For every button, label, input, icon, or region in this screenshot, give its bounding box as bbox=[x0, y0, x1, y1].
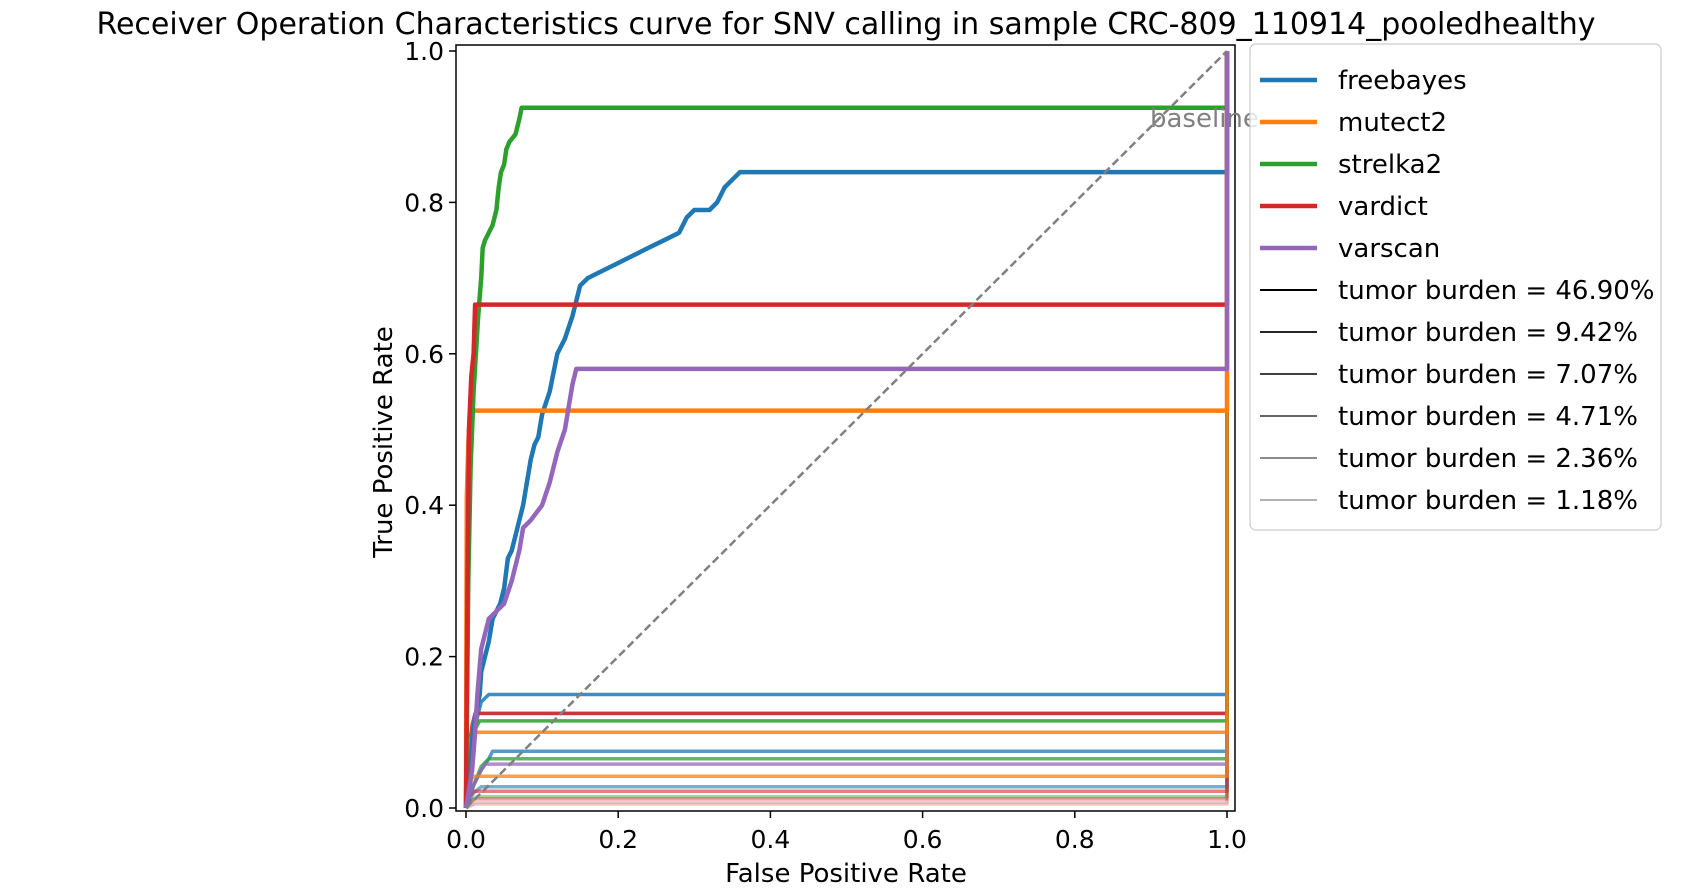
plot-area bbox=[463, 50, 1230, 810]
legend: freebayes mutect2 strelka2 vardict varscan tu… bbox=[1249, 43, 1662, 531]
roc-line-strelka2-b0 bbox=[463, 51, 1230, 809]
legend-label-mutect2: mutect2 bbox=[1338, 108, 1447, 138]
y-tick-label: 0.8 bbox=[404, 188, 444, 217]
legend-label-strelka2: strelka2 bbox=[1338, 150, 1442, 180]
y-axis: 0.0 0.2 0.4 0.6 0.8 1.0 bbox=[404, 37, 456, 823]
legend-frame bbox=[1249, 43, 1662, 531]
legend-label-freebayes: freebayes bbox=[1338, 66, 1467, 96]
y-tick-label: 0.6 bbox=[404, 340, 444, 369]
legend-label-vardict: vardict bbox=[1338, 192, 1428, 222]
x-tick-label: 1.0 bbox=[1207, 825, 1247, 854]
y-tick-label: 0.4 bbox=[404, 491, 444, 520]
baseline-diagonal bbox=[465, 50, 1228, 809]
roc-line-freebayes-b0 bbox=[463, 51, 1230, 809]
x-tick-label: 0.6 bbox=[903, 825, 943, 854]
chart-title: Receiver Operation Characteristics curve… bbox=[96, 7, 1595, 42]
baseline-label: baseline bbox=[1150, 104, 1259, 134]
x-tick-label: 0.8 bbox=[1055, 825, 1095, 854]
y-tick-label: 0.2 bbox=[404, 643, 444, 672]
legend-label-burden-4: tumor burden = 2.36% bbox=[1338, 444, 1638, 474]
y-tick-label: 0.0 bbox=[404, 794, 444, 823]
x-tick-label: 0.2 bbox=[598, 825, 638, 854]
legend-label-burden-2: tumor burden = 7.07% bbox=[1338, 360, 1638, 390]
roc-line-varscan-b0 bbox=[463, 51, 1230, 809]
legend-label-burden-3: tumor burden = 4.71% bbox=[1338, 402, 1638, 432]
y-axis-label: True Positive Rate bbox=[369, 326, 399, 559]
legend-label-varscan: varscan bbox=[1338, 234, 1440, 264]
x-axis: 0.0 0.2 0.4 0.6 0.8 1.0 bbox=[446, 811, 1247, 854]
legend-label-burden-1: tumor burden = 9.42% bbox=[1338, 318, 1638, 348]
x-tick-label: 0.4 bbox=[751, 825, 791, 854]
x-tick-label: 0.0 bbox=[446, 825, 486, 854]
roc-line-vardict-b0 bbox=[463, 51, 1230, 809]
plot-frame bbox=[455, 44, 1236, 812]
legend-label-burden-5: tumor burden = 1.18% bbox=[1338, 486, 1638, 516]
y-tick-label: 1.0 bbox=[404, 37, 444, 66]
x-axis-label: False Positive Rate bbox=[725, 859, 967, 889]
legend-label-burden-0: tumor burden = 46.90% bbox=[1338, 276, 1655, 306]
